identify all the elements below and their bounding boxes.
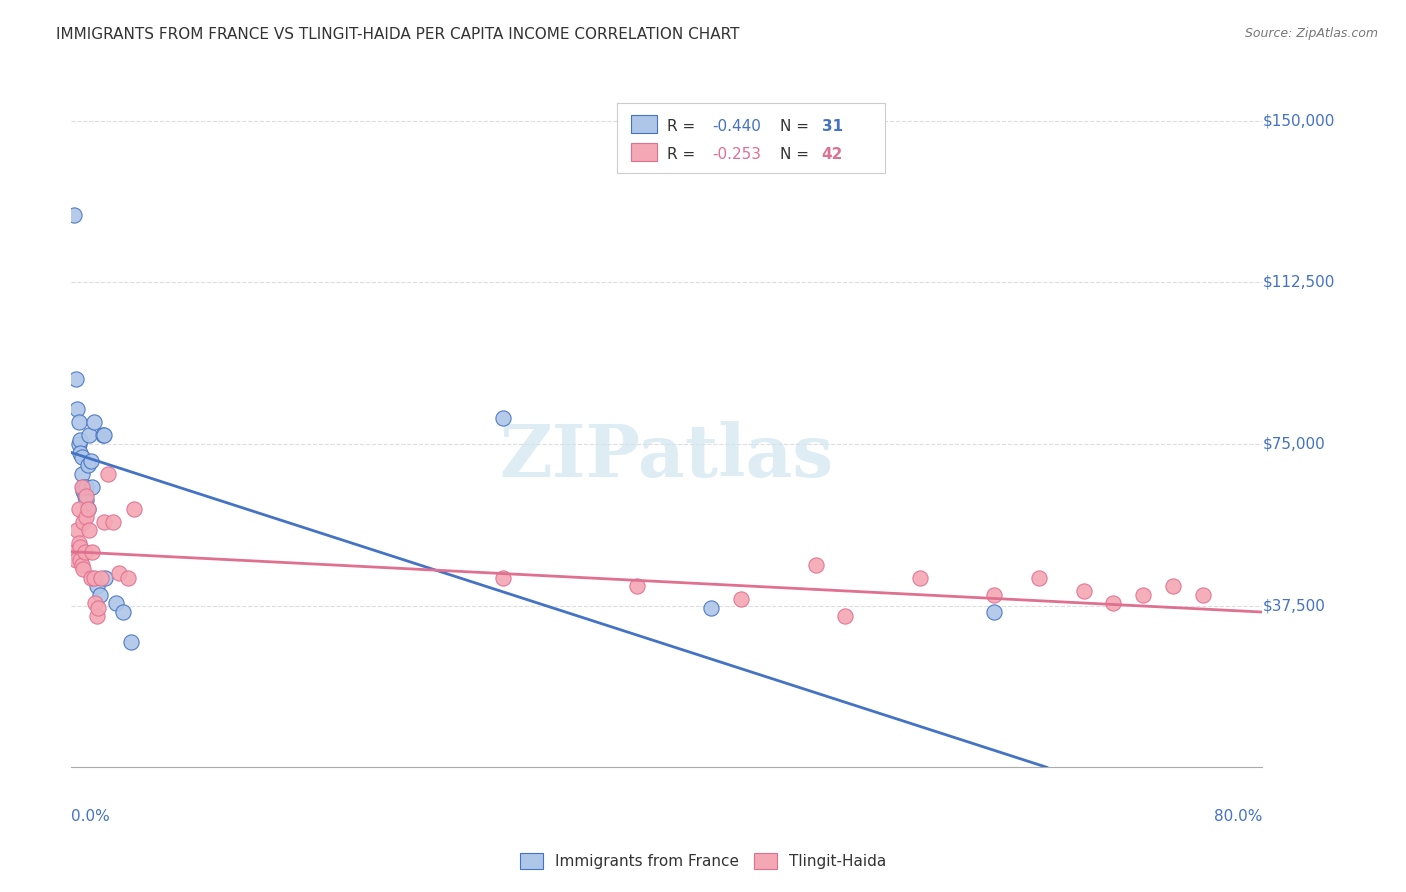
Point — [89, 588, 111, 602]
Point — [75, 480, 97, 494]
Point — [1161, 579, 1184, 593]
Point — [1073, 583, 1095, 598]
Point — [75, 510, 97, 524]
Point — [70, 467, 93, 481]
Point — [76, 458, 98, 473]
Point — [90, 570, 112, 584]
Point — [87, 600, 110, 615]
Text: N =: N = — [780, 119, 814, 134]
Point — [86, 609, 108, 624]
Point — [70, 450, 93, 464]
Point — [104, 596, 127, 610]
Point — [117, 570, 139, 584]
Point — [65, 372, 87, 386]
Point — [83, 570, 105, 584]
Point — [69, 553, 91, 567]
Text: $75,000: $75,000 — [1263, 436, 1324, 451]
Point — [63, 544, 86, 558]
Point — [69, 445, 91, 459]
Point — [65, 553, 87, 567]
Point — [72, 562, 94, 576]
Point — [730, 592, 752, 607]
Point — [72, 480, 94, 494]
Point — [75, 492, 97, 507]
Point — [77, 523, 100, 537]
Point — [70, 558, 93, 572]
Point — [93, 428, 115, 442]
Bar — [631, 143, 657, 161]
Point — [66, 523, 89, 537]
Point — [804, 558, 827, 572]
Text: ZIPatlas: ZIPatlas — [499, 421, 834, 492]
Point — [120, 635, 142, 649]
Point — [79, 454, 101, 468]
Text: $112,500: $112,500 — [1263, 275, 1334, 290]
Point — [73, 489, 96, 503]
Text: -0.253: -0.253 — [711, 147, 761, 162]
Point — [69, 541, 91, 555]
Point — [67, 437, 90, 451]
Point — [1102, 596, 1125, 610]
Point — [91, 428, 114, 442]
Text: 31: 31 — [821, 119, 842, 134]
Text: 0.0%: 0.0% — [72, 809, 110, 823]
Legend: Immigrants from France, Tlingit-Haida: Immigrants from France, Tlingit-Haida — [513, 847, 893, 875]
Point — [80, 544, 103, 558]
Point — [93, 515, 115, 529]
Point — [700, 600, 723, 615]
Point — [492, 570, 515, 584]
Point — [101, 515, 124, 529]
Text: R =: R = — [666, 119, 700, 134]
Text: $37,500: $37,500 — [1263, 599, 1326, 613]
Point — [983, 588, 1005, 602]
Point — [112, 605, 135, 619]
Text: -0.440: -0.440 — [711, 119, 761, 134]
Point — [97, 467, 120, 481]
Point — [908, 570, 931, 584]
Point — [1191, 588, 1213, 602]
Point — [122, 501, 145, 516]
Point — [83, 415, 105, 429]
Text: IMMIGRANTS FROM FRANCE VS TLINGIT-HAIDA PER CAPITA INCOME CORRELATION CHART: IMMIGRANTS FROM FRANCE VS TLINGIT-HAIDA … — [56, 27, 740, 42]
Point — [73, 544, 96, 558]
Point — [77, 428, 100, 442]
Point — [76, 501, 98, 516]
Text: Source: ZipAtlas.com: Source: ZipAtlas.com — [1244, 27, 1378, 40]
Point — [72, 484, 94, 499]
Point — [72, 515, 94, 529]
Point — [86, 579, 108, 593]
Point — [94, 570, 117, 584]
Point — [834, 609, 856, 624]
Point — [70, 480, 93, 494]
Point — [67, 536, 90, 550]
Point — [492, 411, 515, 425]
Point — [66, 402, 89, 417]
Point — [1028, 570, 1050, 584]
Point — [69, 433, 91, 447]
Bar — [631, 115, 657, 133]
Text: R =: R = — [666, 147, 700, 162]
Point — [1132, 588, 1154, 602]
Text: 80.0%: 80.0% — [1213, 809, 1263, 823]
Point — [75, 489, 97, 503]
Point — [108, 566, 131, 581]
Point — [983, 605, 1005, 619]
Point — [67, 415, 90, 429]
Point — [63, 208, 86, 222]
Text: $150,000: $150,000 — [1263, 113, 1334, 128]
Point — [626, 579, 648, 593]
FancyBboxPatch shape — [617, 103, 884, 173]
Point — [84, 596, 107, 610]
Point — [79, 570, 101, 584]
Point — [80, 480, 103, 494]
Text: 42: 42 — [821, 147, 844, 162]
Text: N =: N = — [780, 147, 814, 162]
Point — [67, 501, 90, 516]
Point — [76, 501, 98, 516]
